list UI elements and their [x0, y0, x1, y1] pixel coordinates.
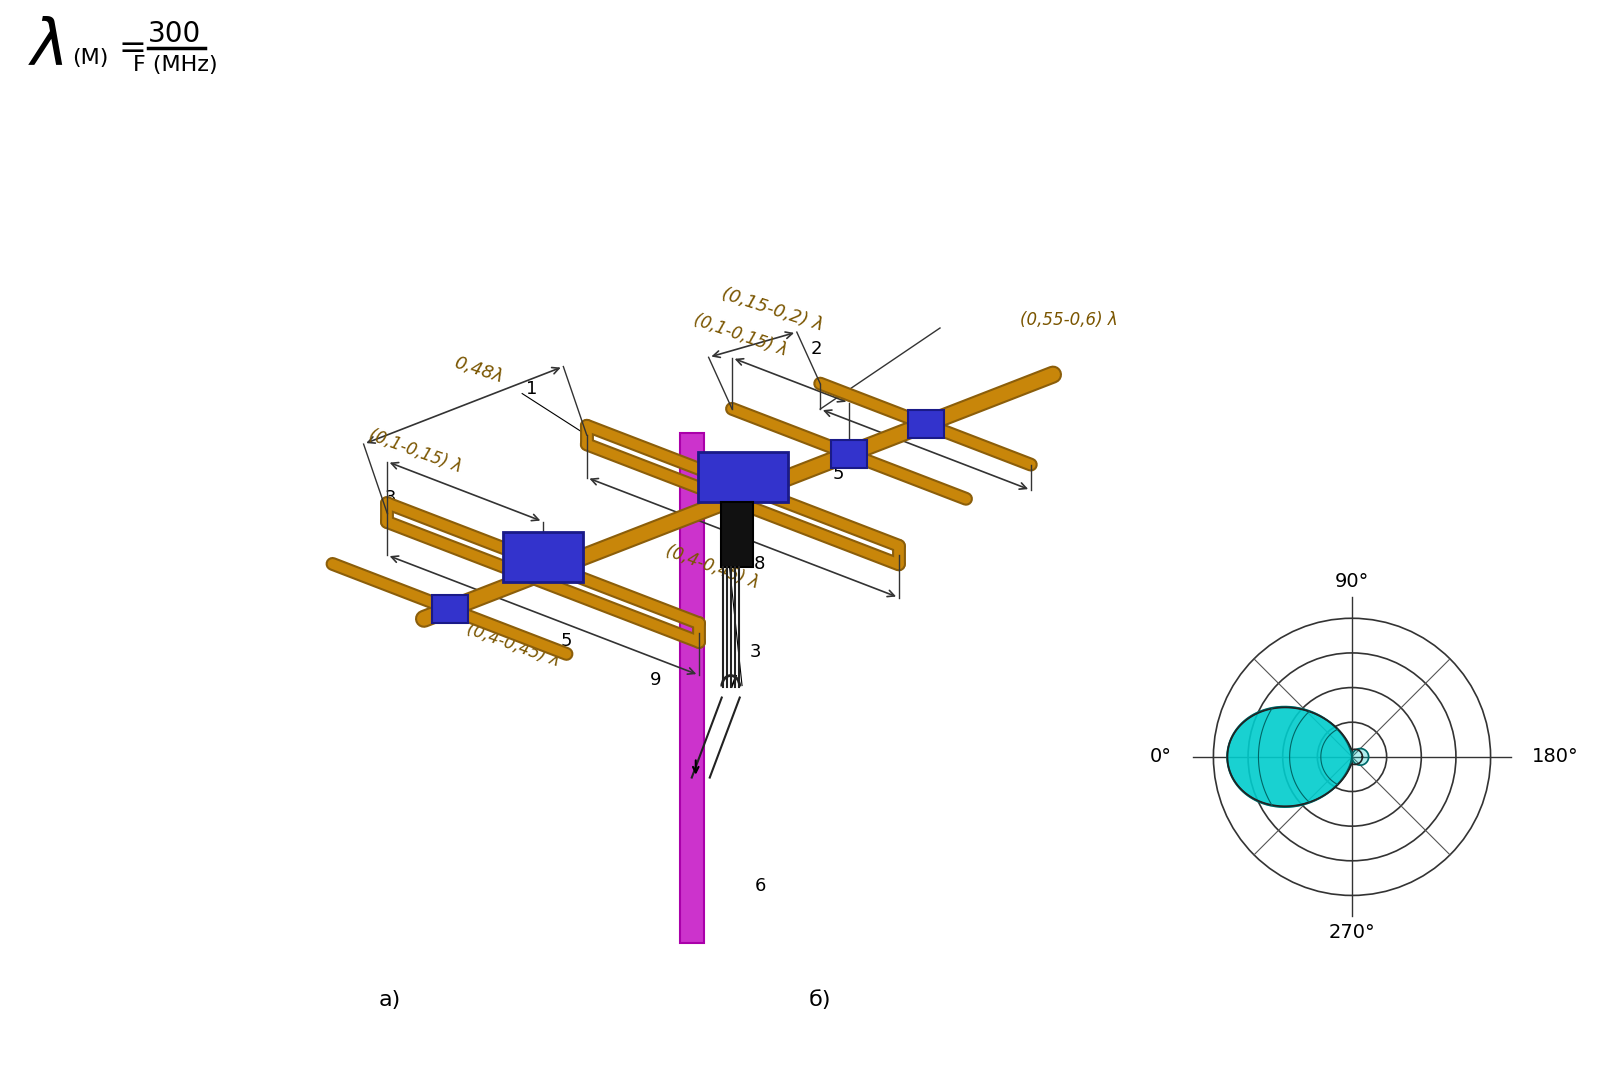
Text: 5: 5 — [832, 465, 845, 483]
Text: 7: 7 — [726, 674, 738, 692]
Text: 4: 4 — [723, 470, 734, 487]
Text: (0,55-0,6) λ: (0,55-0,6) λ — [1021, 311, 1118, 329]
Text: (0,15-0,2) λ: (0,15-0,2) λ — [720, 285, 826, 335]
Text: 180°: 180° — [1533, 747, 1579, 766]
Text: 8: 8 — [754, 555, 765, 572]
Text: 3: 3 — [750, 643, 762, 661]
Text: 300: 300 — [149, 20, 202, 48]
Text: $\lambda$: $\lambda$ — [29, 17, 64, 79]
Text: 6: 6 — [755, 877, 766, 895]
Text: а): а) — [379, 990, 402, 1010]
Text: 270°: 270° — [1328, 923, 1376, 942]
Text: F (MHz): F (MHz) — [133, 55, 218, 75]
FancyBboxPatch shape — [720, 501, 752, 566]
Text: (M): (M) — [72, 48, 109, 68]
Text: 0,48λ: 0,48λ — [451, 354, 506, 387]
Text: 0°: 0° — [1150, 747, 1171, 766]
Text: 2: 2 — [810, 340, 822, 358]
FancyBboxPatch shape — [432, 595, 467, 623]
Text: (0,1-0,15) λ: (0,1-0,15) λ — [691, 311, 790, 359]
Polygon shape — [1352, 748, 1368, 765]
Text: 9: 9 — [650, 671, 661, 689]
Text: (0,4-0,45) λ: (0,4-0,45) λ — [664, 543, 762, 593]
Text: б): б) — [808, 990, 832, 1010]
Polygon shape — [680, 433, 704, 943]
Text: 1: 1 — [526, 379, 538, 398]
FancyBboxPatch shape — [907, 410, 944, 438]
Text: (0,4-0,45) λ: (0,4-0,45) λ — [464, 620, 562, 671]
Text: 90°: 90° — [1334, 571, 1370, 591]
Text: 3: 3 — [384, 489, 397, 507]
Text: =: = — [118, 32, 146, 65]
FancyBboxPatch shape — [502, 532, 582, 582]
Text: (0,1-0,15) λ: (0,1-0,15) λ — [366, 426, 464, 477]
FancyBboxPatch shape — [830, 440, 867, 468]
FancyBboxPatch shape — [698, 452, 787, 501]
Text: 5: 5 — [560, 632, 573, 650]
